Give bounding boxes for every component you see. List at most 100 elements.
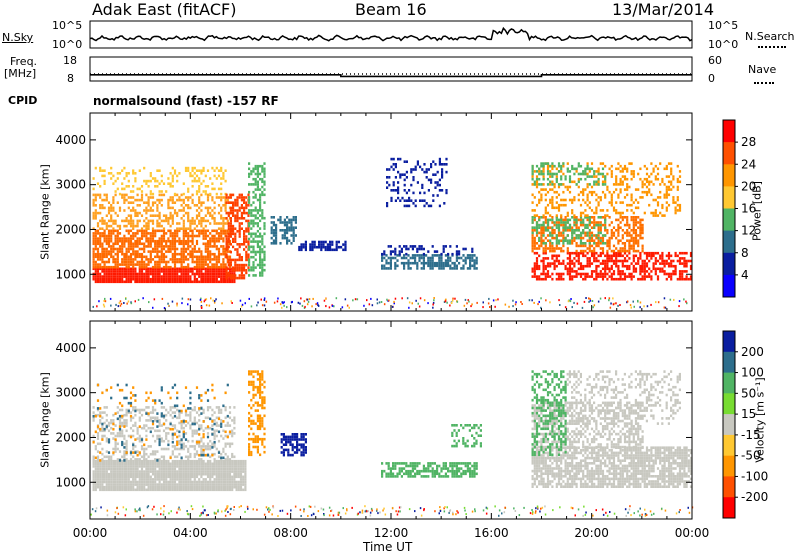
velocity-cell	[121, 467, 124, 471]
power-noise-cell	[415, 299, 417, 302]
power-cell	[656, 277, 660, 281]
power-cell	[232, 201, 235, 204]
power-cell	[604, 175, 607, 178]
velocity-cell	[125, 462, 128, 466]
power-cell	[121, 260, 124, 264]
power-cell	[184, 277, 188, 281]
power-cell	[540, 229, 543, 232]
power-cell	[132, 270, 135, 273]
power-noise-cell	[678, 305, 680, 308]
power-cell	[225, 269, 228, 272]
power-cell	[615, 236, 618, 240]
velocity-cell	[127, 459, 130, 463]
power-cell	[222, 270, 225, 273]
power-cell	[156, 270, 159, 273]
power-cell	[256, 216, 259, 220]
power-cell	[665, 209, 668, 212]
power-cell	[615, 218, 618, 222]
power-cell	[425, 168, 428, 171]
velocity-cell	[211, 472, 214, 476]
power-cell	[281, 229, 284, 232]
power-cell	[200, 267, 203, 271]
power-cell	[156, 263, 159, 266]
power-cell	[149, 234, 152, 238]
power-cell	[582, 244, 585, 248]
power-cell	[555, 201, 558, 204]
power-noise-cell	[115, 303, 117, 306]
power-cell	[184, 280, 188, 284]
power-cell	[632, 226, 635, 229]
power-cell	[171, 242, 174, 246]
power-cell	[206, 211, 210, 215]
power-cell	[288, 226, 291, 229]
power-cell	[326, 248, 329, 252]
power-noise-cell	[592, 306, 594, 309]
power-cell	[171, 222, 174, 225]
velocity-cell	[191, 483, 194, 486]
power-noise-cell	[153, 298, 156, 301]
power-cell	[151, 227, 155, 230]
velocity-cell	[134, 470, 137, 473]
power-cell	[683, 270, 686, 273]
power-cell	[226, 250, 229, 253]
velocity-cell	[160, 485, 163, 489]
power-cell	[568, 190, 572, 194]
power-cell	[389, 250, 392, 253]
power-cell	[571, 270, 574, 273]
power-cell	[94, 270, 97, 273]
power-noise-cell	[308, 298, 311, 301]
power-cell	[544, 275, 547, 278]
velocity-cell	[200, 470, 203, 473]
power-cell	[107, 237, 111, 240]
power-cell	[298, 248, 301, 252]
power-cell	[388, 176, 391, 179]
power-cell	[114, 252, 117, 256]
power-cell	[200, 260, 203, 264]
velocity-cell	[138, 465, 141, 468]
power-noise-cell	[456, 300, 459, 303]
power-cell	[140, 260, 144, 264]
power-cell	[425, 202, 428, 205]
power-cell	[582, 229, 585, 232]
power-cell	[584, 216, 587, 219]
velocity-cell	[167, 462, 170, 466]
power-cell	[228, 250, 232, 253]
power-cell	[195, 277, 199, 281]
power-cell	[546, 223, 550, 227]
power-cell	[193, 219, 196, 223]
power-cell	[240, 193, 243, 197]
power-cell	[156, 260, 159, 264]
power-cell	[663, 270, 666, 273]
power-cell	[279, 242, 282, 245]
power-cell	[531, 239, 534, 242]
power-cell	[169, 217, 172, 220]
power-cell	[250, 245, 253, 249]
power-cell	[403, 204, 406, 208]
velocity-cell	[138, 480, 141, 484]
power-cell	[125, 185, 128, 188]
power-cell	[147, 258, 150, 261]
velocity-cell	[171, 485, 174, 489]
power-cell	[204, 255, 207, 259]
power-cell	[628, 162, 631, 165]
power-cell	[538, 244, 541, 248]
power-cell	[632, 264, 635, 268]
noise-left-tick-high: 10^5	[52, 19, 83, 32]
power-cell	[409, 256, 412, 260]
velocity-cell	[151, 470, 155, 473]
power-cell	[544, 206, 547, 210]
power-cell	[256, 185, 259, 189]
power-cell	[232, 204, 235, 207]
velocity-cell	[178, 470, 181, 473]
velocity-cell	[224, 485, 227, 489]
power-noise-cell	[608, 299, 610, 302]
velocity-cell	[99, 475, 102, 479]
power-cell	[187, 272, 190, 276]
power-cell	[173, 260, 177, 264]
power-cell	[176, 247, 179, 251]
power-cell	[403, 245, 406, 248]
power-cell	[158, 201, 161, 204]
velocity-cell	[101, 472, 104, 476]
power-noise-cell	[283, 304, 285, 307]
power-cell	[245, 250, 248, 254]
